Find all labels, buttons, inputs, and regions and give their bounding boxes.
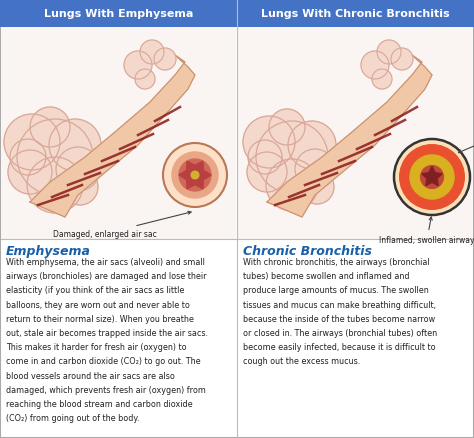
Circle shape	[400, 145, 465, 210]
Text: produce large amounts of mucus. The swollen: produce large amounts of mucus. The swol…	[243, 286, 429, 295]
Circle shape	[377, 41, 401, 65]
Text: tissues and mucus can make breathing difficult,: tissues and mucus can make breathing dif…	[243, 300, 436, 309]
Circle shape	[163, 144, 227, 208]
Polygon shape	[30, 56, 195, 218]
Text: blood vessels around the air sacs are also: blood vessels around the air sacs are al…	[6, 371, 175, 380]
Circle shape	[420, 166, 443, 189]
Text: Lungs With Chronic Bronchitis: Lungs With Chronic Bronchitis	[261, 9, 450, 19]
Circle shape	[372, 70, 392, 90]
Text: because the inside of the tubes become narrow: because the inside of the tubes become n…	[243, 314, 435, 323]
Text: Lungs With Emphysema: Lungs With Emphysema	[44, 9, 193, 19]
Text: Chronic Bronchitis: Chronic Bronchitis	[243, 244, 372, 258]
Circle shape	[361, 52, 389, 80]
Circle shape	[179, 159, 211, 191]
Text: come in and carbon dioxide (CO₂) to go out. The: come in and carbon dioxide (CO₂) to go o…	[6, 357, 201, 366]
Circle shape	[243, 117, 295, 169]
Circle shape	[295, 150, 335, 190]
Circle shape	[30, 108, 70, 148]
Circle shape	[191, 172, 199, 180]
Circle shape	[288, 122, 336, 170]
Circle shape	[154, 49, 176, 71]
Circle shape	[8, 151, 52, 194]
Text: reaching the blood stream and carbon dioxide: reaching the blood stream and carbon dio…	[6, 399, 192, 408]
Text: With emphysema, the air sacs (alveoli) and small: With emphysema, the air sacs (alveoli) a…	[6, 258, 205, 266]
Text: elasticity (if you think of the air sacs as little: elasticity (if you think of the air sacs…	[6, 286, 184, 295]
Circle shape	[256, 122, 328, 194]
Circle shape	[10, 140, 46, 176]
Circle shape	[266, 159, 318, 212]
Text: airways (bronchioles) are damaged and lose their: airways (bronchioles) are damaged and lo…	[6, 272, 207, 281]
Polygon shape	[179, 162, 211, 189]
Text: cough out the excess mucus.: cough out the excess mucus.	[243, 357, 360, 366]
Text: balloons, they are worn out and never able to: balloons, they are worn out and never ab…	[6, 300, 190, 309]
Circle shape	[248, 141, 282, 175]
Circle shape	[394, 140, 470, 215]
Circle shape	[140, 41, 164, 65]
Text: This makes it harder for fresh air (oxygen) to: This makes it harder for fresh air (oxyg…	[6, 343, 187, 351]
Text: out, stale air becomes trapped inside the air sacs.: out, stale air becomes trapped inside th…	[6, 328, 208, 337]
FancyBboxPatch shape	[238, 28, 473, 240]
Text: With chronic bronchitis, the airways (bronchial: With chronic bronchitis, the airways (br…	[243, 258, 429, 266]
Text: (CO₂) from going out of the body.: (CO₂) from going out of the body.	[6, 413, 139, 422]
Circle shape	[17, 120, 93, 195]
Text: Damaged, enlarged air sac: Damaged, enlarged air sac	[53, 212, 191, 238]
Text: become easily infected, because it is difficult to: become easily infected, because it is di…	[243, 343, 436, 351]
Text: Extra mucus: Extra mucus	[458, 130, 474, 153]
Text: or closed in. The airways (bronchial tubes) often: or closed in. The airways (bronchial tub…	[243, 328, 437, 337]
Text: Inflamed, swollen airway: Inflamed, swollen airway	[379, 217, 474, 244]
Circle shape	[269, 110, 305, 146]
Circle shape	[62, 170, 98, 205]
Circle shape	[410, 155, 454, 200]
Text: return to their normal size). When you breathe: return to their normal size). When you b…	[6, 314, 194, 323]
Text: Emphysema: Emphysema	[6, 244, 91, 258]
Circle shape	[4, 115, 60, 171]
Circle shape	[27, 158, 83, 213]
FancyBboxPatch shape	[1, 28, 236, 240]
FancyBboxPatch shape	[0, 0, 474, 28]
Circle shape	[49, 120, 101, 172]
Circle shape	[247, 153, 287, 193]
Polygon shape	[422, 167, 442, 186]
Circle shape	[124, 52, 152, 80]
Circle shape	[56, 148, 100, 191]
Text: damaged, which prevents fresh air (oxygen) from: damaged, which prevents fresh air (oxyge…	[6, 385, 206, 394]
Circle shape	[391, 49, 413, 71]
Text: tubes) become swollen and inflamed and: tubes) become swollen and inflamed and	[243, 272, 410, 281]
Circle shape	[300, 171, 334, 205]
Circle shape	[172, 152, 218, 198]
Polygon shape	[267, 56, 432, 218]
Circle shape	[135, 70, 155, 90]
